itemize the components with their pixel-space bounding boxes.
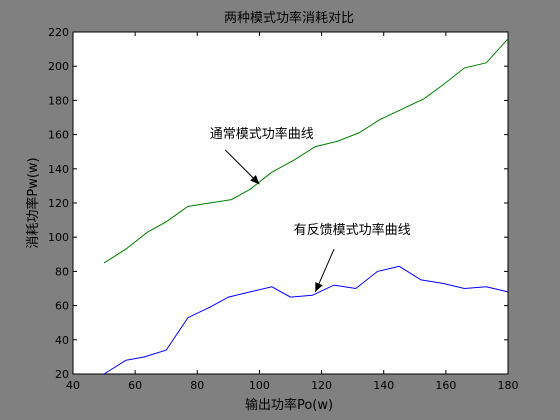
x-tick-label: 40: [66, 379, 80, 392]
y-tick-label: 220: [48, 26, 69, 39]
normal-mode-arrowhead: [250, 174, 260, 185]
plot-area: [72, 31, 509, 375]
feedback-mode-power-line: [103, 265, 509, 375]
x-tick-label: 80: [190, 379, 204, 392]
y-tick-label: 180: [48, 94, 69, 107]
y-tick-label: 60: [55, 300, 69, 313]
normal-mode-curve-label: 通常模式功率曲线: [210, 126, 314, 142]
y-tick-label: 200: [48, 60, 69, 73]
x-tick-label: 140: [373, 379, 394, 392]
x-axis: 40 60 80 100 120 140 160 180: [66, 32, 519, 392]
x-axis-title: 输出功率Po(w): [245, 397, 333, 413]
x-tick-label: 180: [498, 379, 519, 392]
y-axis: 20 40 60 80 100 120 140 160 180 200 220: [48, 26, 508, 381]
x-tick-label: 100: [249, 379, 270, 392]
y-tick-label: 120: [48, 197, 69, 210]
y-axis-title: 消耗功率Pw(w): [25, 157, 41, 248]
series-lines: [103, 38, 509, 375]
x-tick-label: 120: [311, 379, 332, 392]
y-tick-label: 80: [55, 265, 69, 278]
normal-mode-power-line: [103, 38, 509, 264]
feedback-mode-curve-label: 有反馈模式功率曲线: [294, 222, 411, 238]
chart-title: 两种模式功率消耗对比: [224, 10, 354, 26]
y-tick-label: 140: [48, 163, 69, 176]
y-tick-label: 20: [55, 368, 69, 381]
x-tick-label: 60: [128, 379, 142, 392]
x-tick-label: 160: [435, 379, 456, 392]
feedback-mode-arrowhead: [315, 282, 323, 292]
y-tick-label: 40: [55, 334, 69, 347]
y-tick-label: 160: [48, 129, 69, 142]
y-tick-label: 100: [48, 231, 69, 244]
